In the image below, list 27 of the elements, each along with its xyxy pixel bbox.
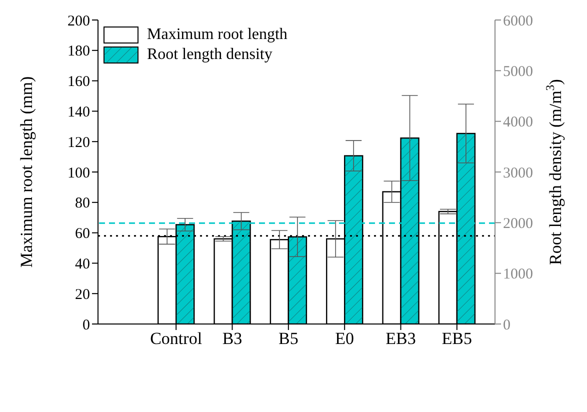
y2-tick-label: 3000: [503, 165, 533, 182]
y-tick-label: 40: [75, 256, 90, 273]
y-axis-title: Maximum root length (mm): [17, 76, 36, 268]
y-tick-label: 100: [68, 165, 90, 182]
y2-tick-label: 4000: [503, 114, 533, 131]
y2-tick-label: 1000: [503, 266, 533, 283]
y2-tick-label: 2000: [503, 216, 533, 232]
x-tick-label: B3: [222, 329, 242, 348]
x-tick-label: Control: [150, 329, 202, 348]
y-tick-label: 120: [68, 134, 90, 151]
legend-label: Root length density: [147, 46, 272, 64]
y-tick-label: 140: [68, 104, 90, 121]
y2-tick-label: 6000: [503, 13, 533, 30]
y-tick-label: 180: [68, 44, 90, 60]
y2-tick-label: 5000: [503, 64, 533, 80]
y-tick-label: 160: [68, 74, 90, 90]
y-tick-label: 20: [75, 286, 90, 303]
y-tick-label: 80: [75, 196, 90, 212]
y-tick-label: 60: [75, 226, 90, 242]
y-tick-label: 200: [68, 13, 90, 30]
x-tick-label: B5: [278, 329, 298, 348]
x-tick-label: EB3: [386, 329, 416, 348]
legend-label: Maximum root length: [147, 26, 288, 44]
y2-tick-label: 0: [503, 317, 510, 334]
y-tick-label: 0: [82, 317, 90, 334]
x-tick-label: E0: [335, 329, 354, 348]
x-tick-label: EB5: [442, 329, 472, 348]
